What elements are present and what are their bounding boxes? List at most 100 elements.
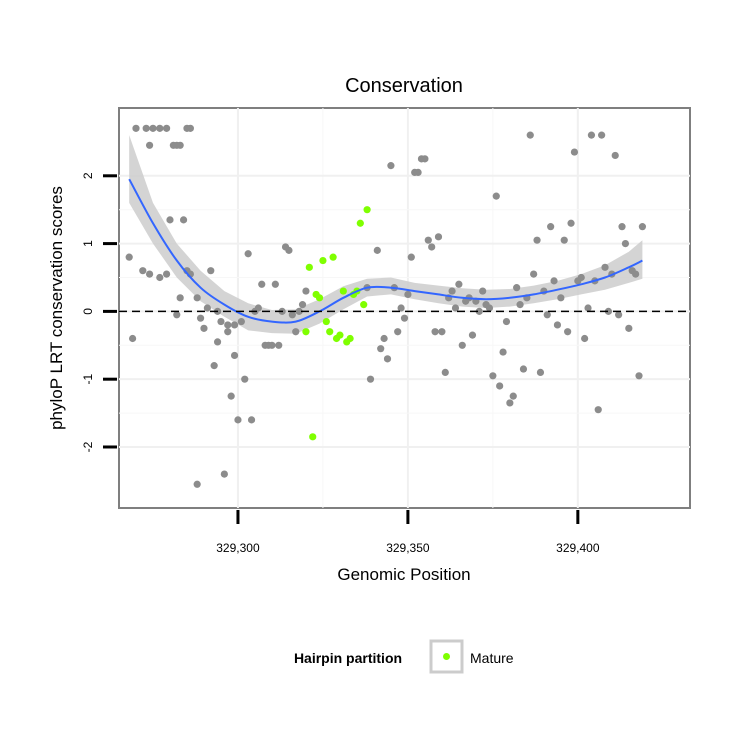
data-point (560, 236, 568, 244)
data-point (128, 334, 137, 343)
data-point (220, 470, 228, 478)
data-point (173, 311, 181, 319)
data-point (156, 124, 164, 132)
data-point-mature (315, 294, 324, 302)
data-point (125, 253, 133, 261)
data-point (292, 328, 300, 336)
data-point (176, 294, 184, 302)
data-point (162, 124, 171, 132)
data-point (587, 131, 596, 139)
data-point (193, 294, 201, 302)
data-point (366, 375, 375, 383)
data-point (285, 246, 293, 254)
data-point (485, 304, 494, 312)
data-point (496, 382, 504, 390)
data-point (145, 270, 154, 278)
data-point (615, 311, 623, 319)
data-point (241, 375, 249, 383)
data-point (448, 287, 456, 295)
data-point (594, 406, 602, 414)
data-point (139, 267, 147, 275)
data-point (625, 324, 633, 332)
smooth-line-group (128, 178, 643, 324)
legend: Hairpin partition Mature (294, 639, 514, 674)
data-point (193, 480, 201, 488)
data-point (492, 192, 500, 200)
x-axis-title: Genomic Position (337, 565, 470, 584)
data-point (553, 321, 562, 329)
legend-key-box (429, 639, 464, 674)
data-point (234, 416, 242, 424)
smooth-line (128, 178, 643, 324)
data-point (394, 328, 402, 336)
data-point (438, 328, 446, 336)
data-point (509, 392, 517, 400)
data-point (414, 168, 422, 177)
y-tick-label: 0 (81, 308, 95, 315)
data-point (475, 307, 483, 315)
y-tick-label: 2 (81, 172, 95, 179)
data-point-mature (336, 331, 344, 339)
x-tick-label: 329,350 (386, 541, 430, 555)
data-point-mature (360, 301, 368, 309)
legend-key-mature-dot (443, 653, 450, 660)
data-point (295, 307, 303, 315)
data-point (237, 317, 245, 326)
data-point (502, 317, 511, 326)
legend-label-mature: Mature (470, 650, 514, 666)
data-point-mature (346, 334, 354, 343)
data-point (271, 280, 279, 288)
x-axis: 329,300 329,350 329,400 (216, 510, 600, 555)
data-point (598, 131, 606, 139)
data-point (479, 287, 487, 295)
data-point (186, 124, 194, 132)
data-point (451, 304, 460, 312)
data-point (196, 314, 205, 322)
data-point (217, 317, 225, 326)
chart-title: Conservation (345, 75, 463, 97)
data-point (421, 155, 429, 163)
data-point-mature (319, 256, 327, 265)
data-point (132, 124, 140, 132)
data-point (162, 270, 171, 278)
data-point (635, 372, 643, 380)
data-point (400, 314, 409, 322)
data-point (516, 301, 524, 309)
data-point (258, 280, 266, 288)
confidence-band-group (129, 135, 643, 334)
data-point (145, 141, 154, 149)
data-point (434, 233, 443, 241)
y-axis: -2 -1 0 1 2 (81, 172, 117, 452)
points-mature (302, 206, 371, 441)
data-point (506, 399, 514, 407)
data-point (638, 223, 647, 231)
data-point-mature (339, 287, 347, 295)
data-point-mature (363, 206, 371, 214)
data-point (247, 416, 256, 424)
data-point (567, 219, 575, 227)
data-point (224, 321, 232, 329)
data-point (373, 246, 381, 254)
data-point (543, 311, 551, 319)
data-point (377, 345, 385, 353)
data-point (407, 253, 415, 261)
data-point (380, 334, 388, 343)
data-point (424, 236, 432, 244)
data-point-mature (356, 219, 364, 227)
data-point (383, 355, 392, 363)
y-tick-label: -2 (81, 441, 95, 452)
data-point (621, 239, 630, 248)
data-point (513, 284, 521, 292)
data-point (533, 236, 541, 244)
data-point (611, 151, 619, 160)
data-point (213, 338, 222, 346)
data-point (564, 328, 572, 336)
legend-title: Hairpin partition (294, 650, 402, 666)
data-point (288, 311, 296, 319)
data-point (550, 277, 558, 285)
plot-panel (118, 107, 691, 509)
data-point (519, 365, 528, 373)
data-point (207, 267, 215, 275)
data-point-mature (322, 317, 330, 326)
